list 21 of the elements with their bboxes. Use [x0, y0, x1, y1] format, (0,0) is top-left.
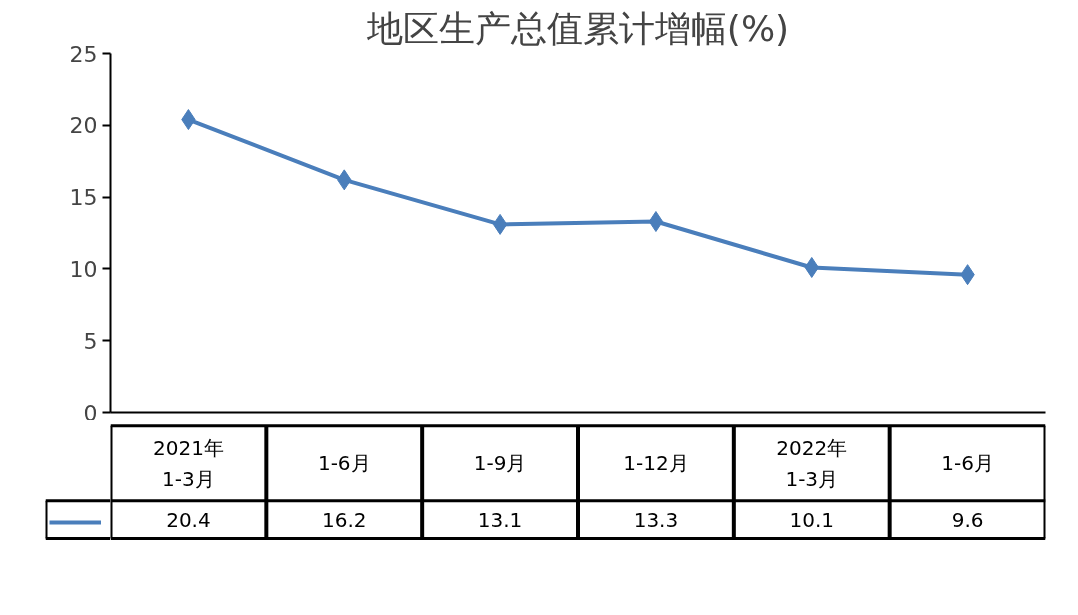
- data-label: 10.1: [789, 507, 835, 532]
- y-tick-label: 15: [69, 185, 98, 211]
- y-tick-label: 0: [83, 400, 98, 426]
- data-label: 13.3: [633, 507, 679, 532]
- point: [648, 211, 664, 233]
- data-label: 20.4: [166, 507, 211, 532]
- x-tick-label: 1-6月: [941, 451, 994, 476]
- x-tick-label: 1-6月: [317, 451, 371, 476]
- x-tick-label: 2021年 1-3月: [152, 435, 224, 491]
- y-tick-label: 5: [83, 328, 98, 354]
- x-tick-label: 2022年 1-3月: [776, 435, 848, 491]
- y-tick-label: 25: [69, 41, 98, 67]
- chart-title: 地区生产总值累计增幅(%): [365, 7, 790, 49]
- data-label: 9.6: [951, 507, 984, 532]
- y-tick-label: 20: [69, 113, 98, 139]
- data-label: 16.2: [321, 507, 367, 532]
- y-tick-label: 10: [69, 256, 98, 282]
- point: [492, 213, 508, 235]
- x-tick-label: 1-12月: [623, 451, 689, 476]
- data-label: 13.1: [477, 507, 523, 532]
- x-tick-label: 1-9月: [473, 451, 527, 476]
